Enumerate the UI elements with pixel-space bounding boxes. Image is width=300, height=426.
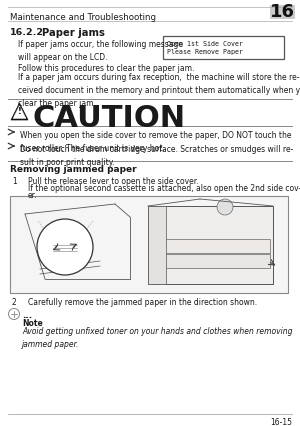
- Text: 2: 2: [12, 297, 17, 306]
- Text: 16.2.2: 16.2.2: [10, 28, 44, 37]
- Polygon shape: [11, 104, 28, 121]
- Text: CAUTION: CAUTION: [32, 104, 185, 132]
- Text: ...: ...: [22, 310, 32, 319]
- Text: Paper jams: Paper jams: [42, 28, 105, 38]
- Text: If the optional second cassette is attached, also open the 2nd side cov-: If the optional second cassette is attac…: [28, 184, 300, 193]
- Text: When you open the side cover to remove the paper, DO NOT touch the
fuser roller.: When you open the side cover to remove t…: [20, 131, 292, 153]
- Circle shape: [217, 199, 233, 216]
- Text: Do not touch the drum cartridge surface. Scratches or smudges will re-
sult in p: Do not touch the drum cartridge surface.…: [20, 145, 293, 167]
- Text: er.: er.: [28, 190, 38, 199]
- FancyBboxPatch shape: [148, 207, 166, 284]
- Text: If a paper jam occurs during fax reception,  the machine will store the re-
ceiv: If a paper jam occurs during fax recepti…: [18, 73, 300, 108]
- Text: 1: 1: [12, 177, 17, 186]
- Text: Open 1st Side Cover: Open 1st Side Cover: [167, 41, 243, 47]
- FancyBboxPatch shape: [150, 239, 270, 253]
- Text: Please Remove Paper: Please Remove Paper: [167, 49, 243, 55]
- FancyBboxPatch shape: [163, 36, 284, 59]
- FancyBboxPatch shape: [10, 196, 288, 294]
- Text: Pull the release lever to open the side cover.: Pull the release lever to open the side …: [28, 177, 199, 186]
- Text: 16-15: 16-15: [270, 417, 292, 426]
- Text: Follow this procedures to clear the paper jam.: Follow this procedures to clear the pape…: [18, 64, 194, 73]
- FancyBboxPatch shape: [148, 207, 273, 284]
- Text: Removing jammed paper: Removing jammed paper: [10, 164, 136, 173]
- FancyBboxPatch shape: [270, 6, 295, 20]
- Polygon shape: [13, 106, 26, 119]
- Text: Avoid getting unfixed toner on your hands and clothes when removing
jammed paper: Avoid getting unfixed toner on your hand…: [22, 326, 292, 348]
- Text: If paper jams occur, the following message
will appear on the LCD.: If paper jams occur, the following messa…: [18, 40, 183, 62]
- Text: Carefully remove the jammed paper in the direction shown.: Carefully remove the jammed paper in the…: [28, 297, 257, 306]
- FancyBboxPatch shape: [150, 254, 270, 268]
- Circle shape: [8, 309, 20, 320]
- Text: Note: Note: [22, 318, 43, 327]
- Circle shape: [37, 219, 93, 275]
- Text: 16: 16: [269, 3, 295, 21]
- Text: Maintenance and Troubleshooting: Maintenance and Troubleshooting: [10, 13, 156, 22]
- Text: !: !: [18, 107, 21, 116]
